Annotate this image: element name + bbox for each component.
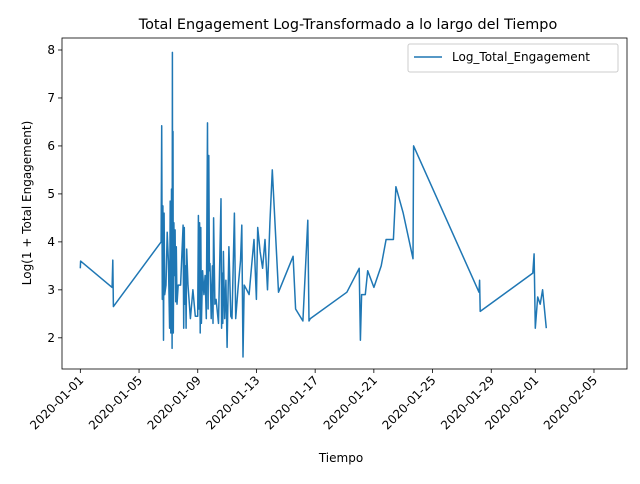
legend-box <box>407 43 619 73</box>
x-tick-label: 2020-01-25 <box>379 373 438 432</box>
y-tick-label: 6 <box>47 139 55 153</box>
legend: Log_Total_Engagement <box>407 43 619 73</box>
x-tick-label: 2020-01-21 <box>321 373 380 432</box>
axes-border <box>61 37 628 370</box>
y-tick-label: 3 <box>47 283 55 297</box>
plot-area <box>79 51 548 358</box>
legend-label: Log_Total_Engagement <box>452 50 590 64</box>
x-axis-ticks: 2020-01-01 2020-01-05 2020-01-09 2020-01-13… <box>27 369 600 432</box>
x-tick-label: 2020-01-01 <box>27 373 86 432</box>
y-axis-label: Log(1 + Total Engagement) <box>20 121 34 286</box>
x-tick-label: 2020-01-09 <box>145 373 204 432</box>
y-tick-label: 8 <box>47 43 55 57</box>
x-tick-label: 2020-01-17 <box>262 373 321 432</box>
chart-title: Total Engagement Log-Transformado a lo l… <box>138 17 558 33</box>
y-axis-ticks: 2 3 4 5 6 7 8 <box>47 43 62 345</box>
x-tick-label: 2020-02-05 <box>541 373 600 432</box>
y-tick-label: 7 <box>47 91 55 105</box>
series-line-0 <box>79 51 548 358</box>
y-tick-label: 2 <box>47 331 55 345</box>
y-tick-label: 4 <box>47 235 55 249</box>
x-tick-label: 2020-01-05 <box>86 373 145 432</box>
x-axis-label: Tiempo <box>318 451 363 465</box>
y-tick-label: 5 <box>47 187 55 201</box>
x-tick-label: 2020-01-13 <box>203 373 262 432</box>
axes-frame <box>61 37 628 370</box>
